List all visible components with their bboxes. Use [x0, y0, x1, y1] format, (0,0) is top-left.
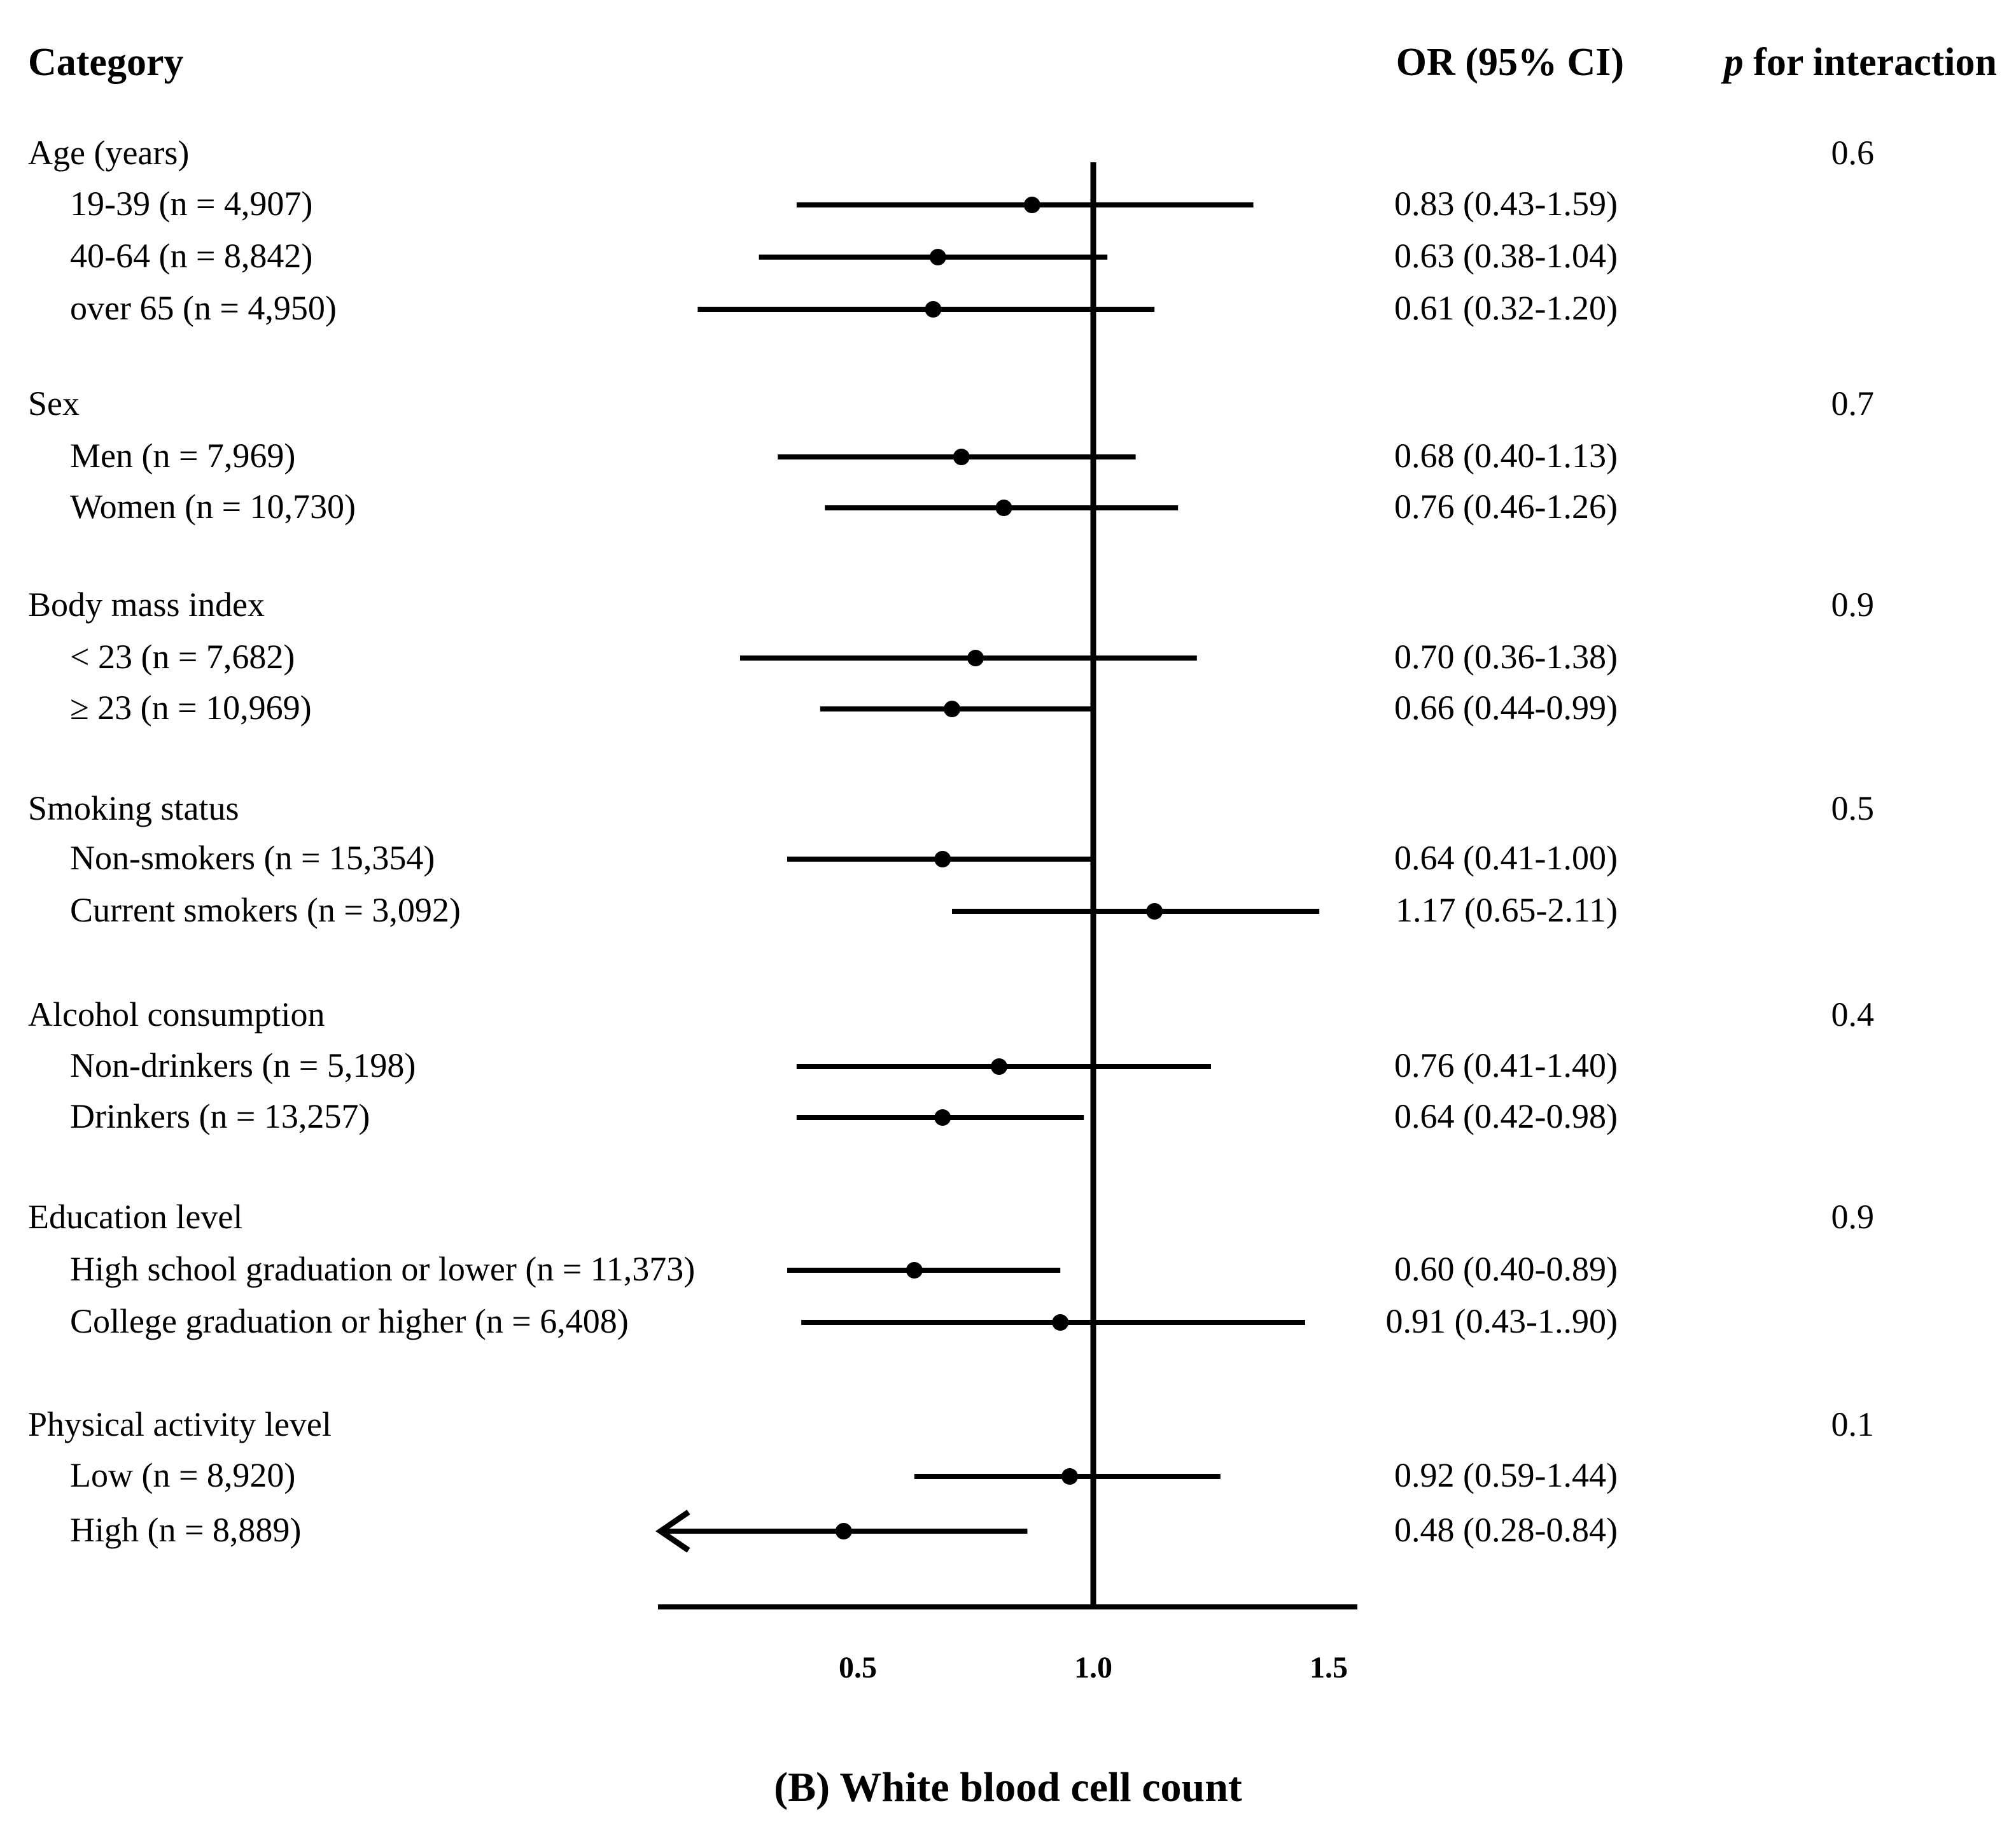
- or-ci-value: 0.61 (0.32-1.20): [1394, 289, 1618, 327]
- group-label: Education level: [28, 1198, 242, 1236]
- p-interaction-value: 0.5: [1831, 789, 1875, 827]
- or-ci-value: 1.17 (0.65-2.11): [1396, 891, 1618, 929]
- or-ci-value: 0.76 (0.41-1.40): [1394, 1046, 1618, 1084]
- row-label: Low (n = 8,920): [70, 1456, 295, 1494]
- or-ci-value: 0.48 (0.28-0.84): [1394, 1511, 1618, 1549]
- or-point: [953, 449, 970, 465]
- forest-rows: Age (years) 0.6 19-39 (n = 4,907) 0.83 (0.4…: [28, 134, 1875, 1553]
- row-label: Women (n = 10,730): [70, 487, 356, 526]
- row-label: High school graduation or lower (n = 11,…: [70, 1250, 695, 1288]
- row-label: Non-drinkers (n = 5,198): [70, 1046, 416, 1084]
- or-point: [934, 851, 951, 867]
- header-p-italic: p: [1721, 41, 1744, 84]
- or-ci-value: 0.83 (0.43-1.59): [1394, 185, 1618, 223]
- row-label: < 23 (n = 7,682): [70, 638, 295, 676]
- or-point: [925, 301, 942, 318]
- header-category: Category: [28, 41, 183, 84]
- group-label: Alcohol consumption: [28, 995, 325, 1034]
- x-tick-label: 1.5: [1310, 1651, 1348, 1685]
- or-point: [967, 650, 984, 666]
- row-label: Drinkers (n = 13,257): [70, 1097, 370, 1135]
- p-interaction-value: 0.6: [1831, 134, 1875, 172]
- row-label: over 65 (n = 4,950): [70, 289, 337, 327]
- ci-truncation-arrow: [655, 1510, 690, 1553]
- or-point: [929, 249, 946, 265]
- group-label: Age (years): [28, 134, 189, 172]
- row-label: College graduation or higher (n = 6,408): [70, 1302, 629, 1340]
- row-label: Non-smokers (n = 15,354): [70, 839, 435, 877]
- p-interaction-value: 0.7: [1831, 384, 1875, 423]
- or-ci-value: 0.92 (0.59-1.44): [1394, 1456, 1618, 1494]
- x-axis-ticks: 0.5 1.0 1.5: [839, 1651, 1348, 1685]
- or-point: [906, 1262, 923, 1279]
- or-ci-value: 0.64 (0.42-0.98): [1394, 1097, 1618, 1135]
- x-tick-label: 0.5: [839, 1651, 877, 1685]
- figure-caption: (B) White blood cell count: [774, 1764, 1242, 1811]
- or-ci-value: 0.66 (0.44-0.99): [1394, 689, 1618, 727]
- or-point: [995, 500, 1012, 516]
- or-point: [1052, 1314, 1069, 1331]
- or-ci-value: 0.76 (0.46-1.26): [1394, 487, 1618, 526]
- or-point: [944, 701, 960, 717]
- or-point: [934, 1109, 951, 1126]
- row-label: High (n = 8,889): [70, 1511, 301, 1549]
- group-label: Body mass index: [28, 585, 265, 624]
- or-point: [835, 1523, 852, 1539]
- or-point: [991, 1058, 1007, 1075]
- header-p-rest: for interaction: [1744, 41, 1997, 84]
- or-point: [1146, 903, 1163, 920]
- or-ci-value: 0.60 (0.40-0.89): [1394, 1250, 1618, 1288]
- x-tick-label: 1.0: [1074, 1651, 1112, 1685]
- p-interaction-value: 0.1: [1831, 1405, 1875, 1443]
- or-point: [1061, 1468, 1078, 1485]
- or-point: [1023, 197, 1040, 213]
- row-label: Current smokers (n = 3,092): [70, 891, 461, 929]
- group-label: Physical activity level: [28, 1405, 332, 1443]
- or-ci-value: 0.91 (0.43-1..90): [1386, 1302, 1618, 1340]
- p-interaction-value: 0.9: [1831, 585, 1875, 624]
- row-label: ≥ 23 (n = 10,969): [70, 689, 312, 727]
- p-interaction-value: 0.9: [1831, 1198, 1875, 1236]
- or-ci-value: 0.68 (0.40-1.13): [1394, 437, 1618, 475]
- header-p-interaction: p for interaction: [1721, 41, 1997, 84]
- group-label: Sex: [28, 384, 80, 423]
- or-ci-value: 0.64 (0.41-1.00): [1394, 839, 1618, 877]
- or-ci-value: 0.63 (0.38-1.04): [1394, 237, 1618, 275]
- row-label: 19-39 (n = 4,907): [70, 185, 312, 223]
- row-label: Men (n = 7,969): [70, 437, 295, 475]
- header-or-ci: OR (95% CI): [1396, 41, 1624, 84]
- p-interaction-value: 0.4: [1831, 995, 1875, 1034]
- row-label: 40-64 (n = 8,842): [70, 237, 312, 275]
- group-label: Smoking status: [28, 789, 239, 827]
- or-ci-value: 0.70 (0.36-1.38): [1394, 638, 1618, 676]
